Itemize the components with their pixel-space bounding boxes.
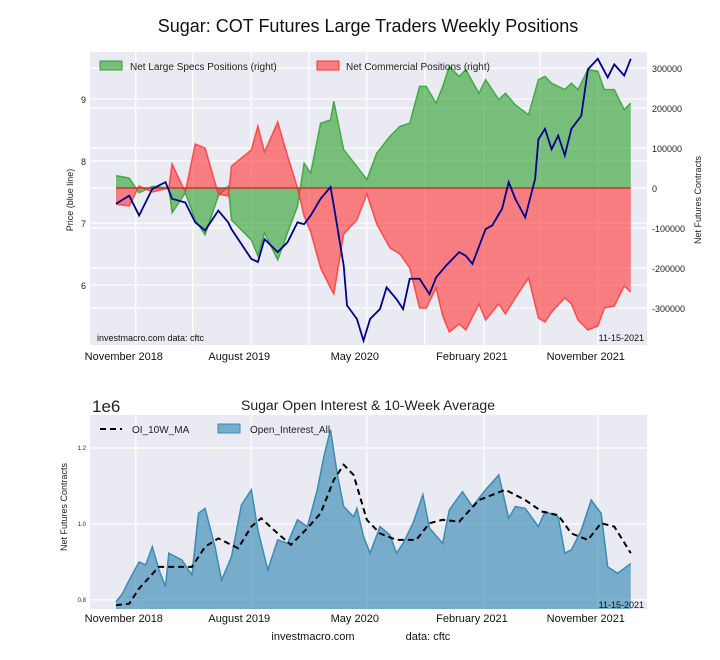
date-annotation: 11-15-2021 xyxy=(599,333,644,343)
footer-source: investmacro.com xyxy=(271,631,354,643)
x-tick-label: November 2018 xyxy=(85,613,163,625)
right-tick-label: 0 xyxy=(652,184,657,194)
scale-label: 1e6 xyxy=(92,397,120,416)
cot-positions-chart: -300000 -200000 -100000 0 100000 200000 300000… xyxy=(65,52,703,363)
legend-swatch-oi xyxy=(217,423,241,434)
x-tick-label: November 2021 xyxy=(547,613,625,625)
x-tick-label: May 2020 xyxy=(331,351,379,363)
footer-data: data: cftc xyxy=(406,631,451,643)
left-tick-label: 6 xyxy=(81,281,86,291)
legend-label-oi: Open_Interest_All xyxy=(250,425,330,436)
right-tick-label: 300000 xyxy=(652,64,682,74)
commercial-line xyxy=(115,119,632,334)
legend-label-commercial: Net Commercial Positions (right) xyxy=(346,62,490,73)
left-axis-label: Price (blue line) xyxy=(65,169,75,232)
right-tick-label: 200000 xyxy=(652,104,682,114)
x-tick-label: August 2019 xyxy=(208,351,270,363)
commercial-area xyxy=(116,122,631,332)
x-tick-label: May 2020 xyxy=(331,613,379,625)
x-tick-label: August 2019 xyxy=(208,613,270,625)
right-tick-label: -300000 xyxy=(652,304,685,314)
price-line xyxy=(115,57,632,344)
y-axis-label: Net Futures Contracts xyxy=(59,462,69,551)
left-tick-label: 8 xyxy=(81,157,86,167)
y-tick-label: 0.8 xyxy=(78,598,87,604)
y-tick-label: 1.2 xyxy=(78,446,87,452)
legend-label-specs: Net Large Specs Positions (right) xyxy=(130,62,277,73)
top-chart-title: Sugar: COT Futures Large Traders Weekly … xyxy=(158,16,579,36)
x-tick-label: November 2018 xyxy=(85,351,163,363)
x-tick-label: February 2021 xyxy=(436,613,508,625)
source-annotation: investmacro.com data: cftc xyxy=(97,333,205,343)
open-interest-line xyxy=(115,429,632,603)
right-axis-label: Net Futures Contracts xyxy=(693,155,703,244)
ma-line xyxy=(115,463,632,607)
left-tick-label: 9 xyxy=(81,95,86,105)
left-tick-label: 7 xyxy=(81,219,86,229)
right-tick-label: -100000 xyxy=(652,224,685,234)
specs-line xyxy=(115,65,632,262)
y-tick-label: 1.0 xyxy=(78,522,87,528)
open-interest-chart: 0.8 1.0 1.2 November 2018 August 2019 May 202… xyxy=(59,415,647,625)
bottom-chart-title: Sugar Open Interest & 10-Week Average xyxy=(241,397,495,413)
open-interest-area xyxy=(116,429,631,609)
right-tick-label: -200000 xyxy=(652,264,685,274)
legend-swatch-specs xyxy=(99,60,123,71)
right-tick-label: 100000 xyxy=(652,144,682,154)
legend-label-ma: OI_10W_MA xyxy=(132,425,190,436)
x-tick-label: November 2021 xyxy=(547,351,625,363)
legend-swatch-commercial xyxy=(316,60,340,71)
date-annotation: 11-15-2021 xyxy=(599,600,644,610)
x-tick-label: February 2021 xyxy=(436,351,508,363)
